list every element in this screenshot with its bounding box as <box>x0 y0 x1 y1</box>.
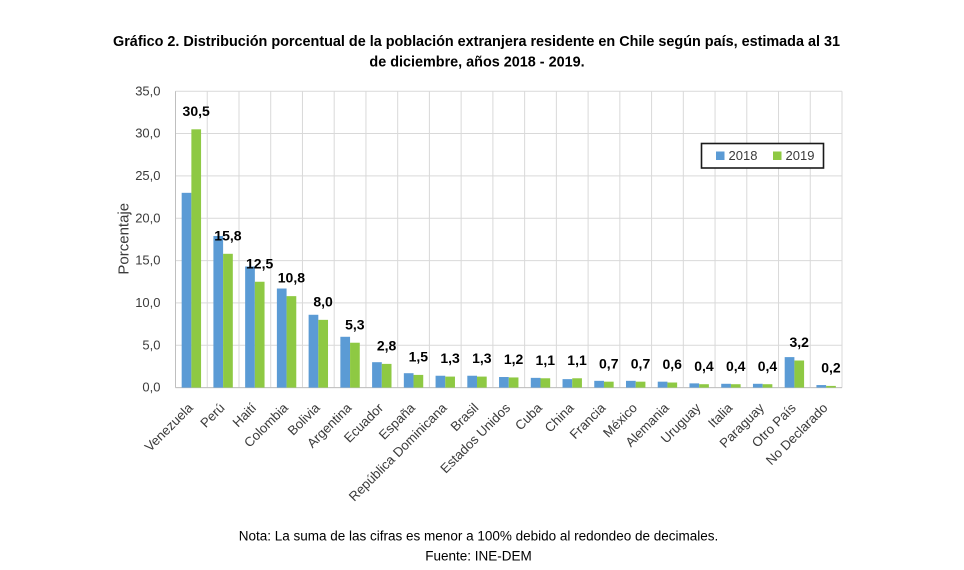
svg-text:Fuente: INE-DEM: Fuente: INE-DEM <box>425 549 532 564</box>
svg-text:1,1: 1,1 <box>567 352 587 368</box>
svg-text:15,8: 15,8 <box>214 227 241 243</box>
svg-text:2018: 2018 <box>729 148 758 163</box>
svg-text:30,0: 30,0 <box>135 126 160 141</box>
svg-text:3,2: 3,2 <box>789 334 809 350</box>
svg-text:1,1: 1,1 <box>536 352 556 368</box>
svg-text:0,0: 0,0 <box>142 380 160 395</box>
svg-text:0,6: 0,6 <box>663 356 683 372</box>
svg-text:10,8: 10,8 <box>278 270 305 286</box>
svg-text:0,2: 0,2 <box>821 360 841 376</box>
svg-text:1,5: 1,5 <box>409 349 429 365</box>
svg-text:10,0: 10,0 <box>135 295 160 310</box>
svg-text:1,3: 1,3 <box>472 350 492 366</box>
svg-text:30,5: 30,5 <box>183 103 210 119</box>
svg-text:12,5: 12,5 <box>246 255 273 271</box>
svg-text:Porcentaje: Porcentaje <box>116 203 133 275</box>
svg-text:Gráfico 2. Distribución porcen: Gráfico 2. Distribución porcentual de la… <box>113 34 840 50</box>
svg-text:0,7: 0,7 <box>599 355 619 371</box>
svg-text:1,3: 1,3 <box>440 350 460 366</box>
svg-text:0,4: 0,4 <box>726 358 746 374</box>
svg-text:0,7: 0,7 <box>631 355 651 371</box>
svg-text:8,0: 8,0 <box>313 293 333 309</box>
svg-text:2019: 2019 <box>786 148 815 163</box>
svg-text:2,8: 2,8 <box>377 337 397 353</box>
svg-text:1,2: 1,2 <box>504 351 524 367</box>
svg-text:0,4: 0,4 <box>694 358 714 374</box>
svg-text:15,0: 15,0 <box>135 253 160 268</box>
svg-text:5,3: 5,3 <box>345 316 365 332</box>
svg-text:25,0: 25,0 <box>135 168 160 183</box>
svg-text:35,0: 35,0 <box>135 83 160 98</box>
svg-text:0,4: 0,4 <box>758 358 778 374</box>
svg-text:de diciembre, años 2018 - 2019: de diciembre, años 2018 - 2019. <box>369 55 584 71</box>
svg-text:20,0: 20,0 <box>135 210 160 225</box>
svg-text:5,0: 5,0 <box>142 337 160 352</box>
svg-text:Nota: La suma de las cifras es: Nota: La suma de las cifras es menor a 1… <box>239 528 719 543</box>
